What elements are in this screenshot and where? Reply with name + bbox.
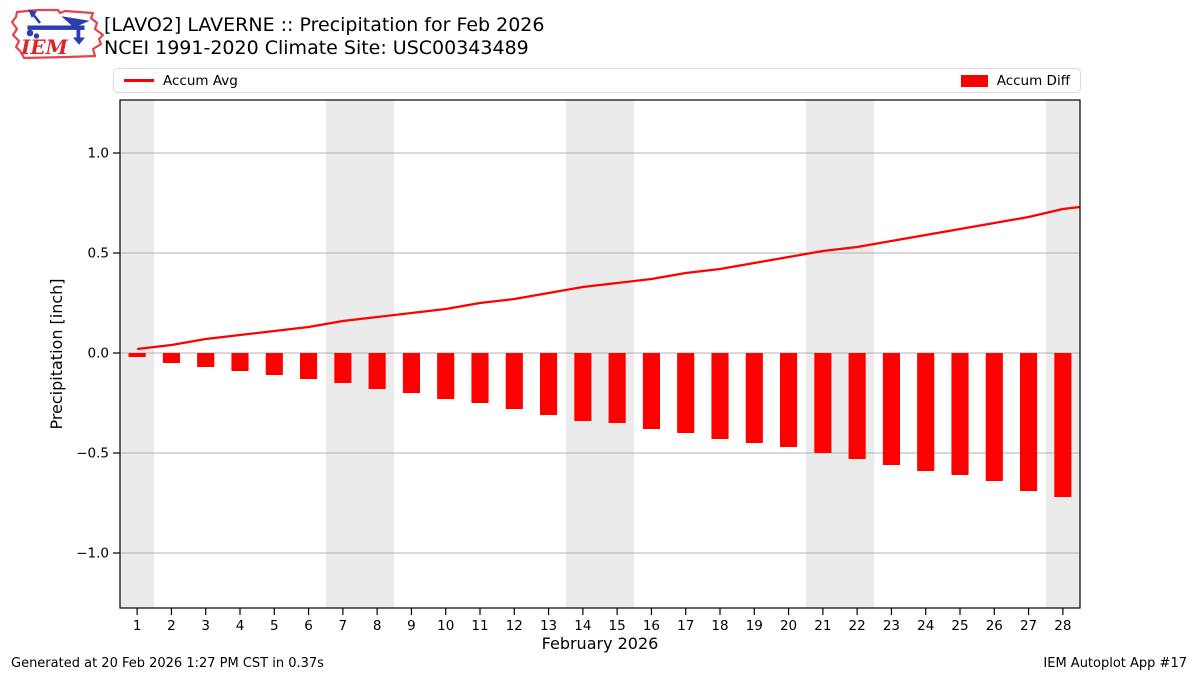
x-tick-label: 24 — [917, 618, 934, 634]
x-tick-label: 19 — [746, 618, 763, 634]
x-tick-label: 25 — [951, 618, 968, 634]
accum-diff-bar — [505, 353, 523, 409]
chart-title: [LAVO2] LAVERNE :: Precipitation for Feb… — [104, 14, 545, 36]
x-tick-label: 23 — [883, 618, 900, 634]
accum-diff-bar — [402, 353, 420, 393]
accum-diff-bar — [265, 353, 283, 375]
x-tick-label: 11 — [471, 618, 488, 634]
x-tick-label: 28 — [1054, 618, 1071, 634]
x-tick-label: 12 — [506, 618, 523, 634]
x-tick-label: 7 — [339, 618, 348, 634]
weather-vane-icon — [26, 9, 90, 45]
accum-diff-bar — [1020, 353, 1038, 491]
x-tick-label: 17 — [677, 618, 694, 634]
accum-diff-bar — [814, 353, 832, 453]
accum-diff-bar — [848, 353, 866, 459]
accum-diff-bar — [917, 353, 935, 471]
accum-diff-bar — [780, 353, 798, 447]
x-tick-label: 6 — [304, 618, 313, 634]
accum-diff-bar — [882, 353, 900, 465]
accum-diff-bar — [300, 353, 318, 379]
accum-avg-line — [137, 205, 1081, 351]
iowa-outline-icon: IEM — [10, 8, 105, 60]
accum-diff-label: Accum Diff — [996, 72, 1070, 89]
accum-diff-bar — [951, 353, 969, 475]
accum-diff-bar — [471, 353, 489, 403]
x-tick-label: 8 — [373, 618, 382, 634]
iem-logo: IEM — [8, 5, 108, 63]
y-axis-label: Precipitation [inch] — [47, 278, 66, 429]
legend-entry-accum-avg: Accum Avg — [124, 73, 238, 89]
accum-diff-bar — [437, 353, 455, 399]
accum-diff-bar — [642, 353, 660, 429]
accum-diff-bar-swatch — [960, 74, 988, 87]
accum-diff-bar — [162, 353, 180, 363]
accum-diff-bar — [608, 353, 626, 423]
x-tick-label: 13 — [540, 618, 557, 634]
iem-logo-text: IEM — [20, 35, 69, 59]
x-tick-label: 27 — [1020, 618, 1037, 634]
accum-diff-bar — [985, 353, 1003, 481]
chart-subtitle: NCEI 1991-2020 Climate Site: USC00343489 — [104, 37, 529, 59]
accum-diff-bar — [711, 353, 729, 439]
legend: Accum Avg Accum Diff — [113, 68, 1081, 93]
x-tick-label: 22 — [849, 618, 866, 634]
accum-diff-bar — [368, 353, 386, 389]
accum-diff-bar — [745, 353, 763, 443]
x-axis-label: February 2026 — [542, 634, 659, 653]
autoplot-app-credit: IEM Autoplot App #17 — [1043, 656, 1187, 671]
y-tick-label: 0.5 — [88, 246, 109, 262]
x-tick-label: 1 — [133, 618, 142, 634]
x-tick-label: 21 — [814, 618, 831, 634]
x-tick-label: 5 — [270, 618, 279, 634]
y-tick-label: −1.0 — [76, 546, 109, 562]
x-tick-label: 26 — [986, 618, 1003, 634]
accum-avg-label: Accum Avg — [163, 72, 238, 89]
accum-diff-bar — [334, 353, 352, 383]
x-tick-label: 15 — [609, 618, 626, 634]
accum-diff-bar — [574, 353, 592, 421]
x-tick-label: 20 — [780, 618, 797, 634]
x-tick-label: 18 — [711, 618, 728, 634]
accum-diff-bar — [540, 353, 558, 415]
x-tick-label: 16 — [643, 618, 660, 634]
accum-diff-bar — [1054, 353, 1072, 497]
y-tick-label: −0.5 — [76, 446, 109, 462]
chart-title-block: [LAVO2] LAVERNE :: Precipitation for Feb… — [104, 14, 544, 60]
y-tick-label: 0.0 — [88, 346, 109, 362]
x-tick-label: 9 — [407, 618, 416, 634]
x-tick-label: 3 — [201, 618, 210, 634]
plot-border — [119, 99, 1081, 609]
x-tick-label: 4 — [236, 618, 245, 634]
accum-diff-bar — [197, 353, 215, 367]
generated-timestamp: Generated at 20 Feb 2026 1:27 PM CST in … — [11, 656, 324, 671]
legend-entry-accum-diff: Accum Diff — [960, 72, 1070, 89]
accum-diff-bar — [231, 353, 249, 371]
x-tick-label: 10 — [437, 618, 454, 634]
accum-diff-bar — [128, 353, 146, 357]
y-tick-label: 1.0 — [88, 146, 109, 162]
accum-diff-bar — [677, 353, 695, 433]
x-tick-label: 14 — [574, 618, 591, 634]
accum-avg-line-swatch — [124, 79, 154, 82]
x-tick-label: 2 — [167, 618, 176, 634]
